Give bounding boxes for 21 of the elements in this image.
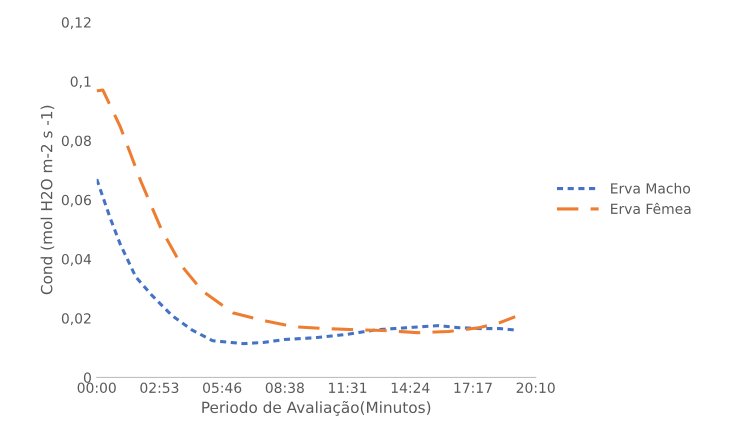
x-tick-label: 11:31 [329, 382, 366, 394]
line-series [96, 178, 517, 346]
line-series [96, 88, 517, 334]
y-tick-label: 0,12 [62, 17, 90, 30]
y-tick-label: 0,02 [62, 313, 90, 326]
x-tick-label: 20:10 [516, 382, 555, 394]
x-tick-label: 05:46 [203, 382, 242, 394]
x-tick-label: 17:17 [454, 382, 492, 393]
y-tick-label: 0,06 [62, 194, 91, 207]
y-tick-label: 0 [84, 372, 91, 383]
y-axis-title: Cond (mol H2O m-2 s -1) [40, 106, 54, 294]
y-tick-label: 0,1 [70, 76, 91, 88]
x-tick-label: 00:00 [78, 382, 116, 394]
legend-label: Erva Macho [611, 182, 690, 194]
x-axis-title: Periodo de Avaliação(Minutos) [202, 401, 430, 416]
x-tick-label: 02:53 [140, 382, 178, 394]
x-tick-label: 14:24 [392, 382, 430, 393]
legend-label: Erva Fêmea [611, 202, 690, 214]
x-tick-label: 08:38 [266, 382, 304, 394]
y-tick-label: 0,04 [62, 254, 92, 266]
y-tick-label: 0,08 [62, 136, 91, 148]
